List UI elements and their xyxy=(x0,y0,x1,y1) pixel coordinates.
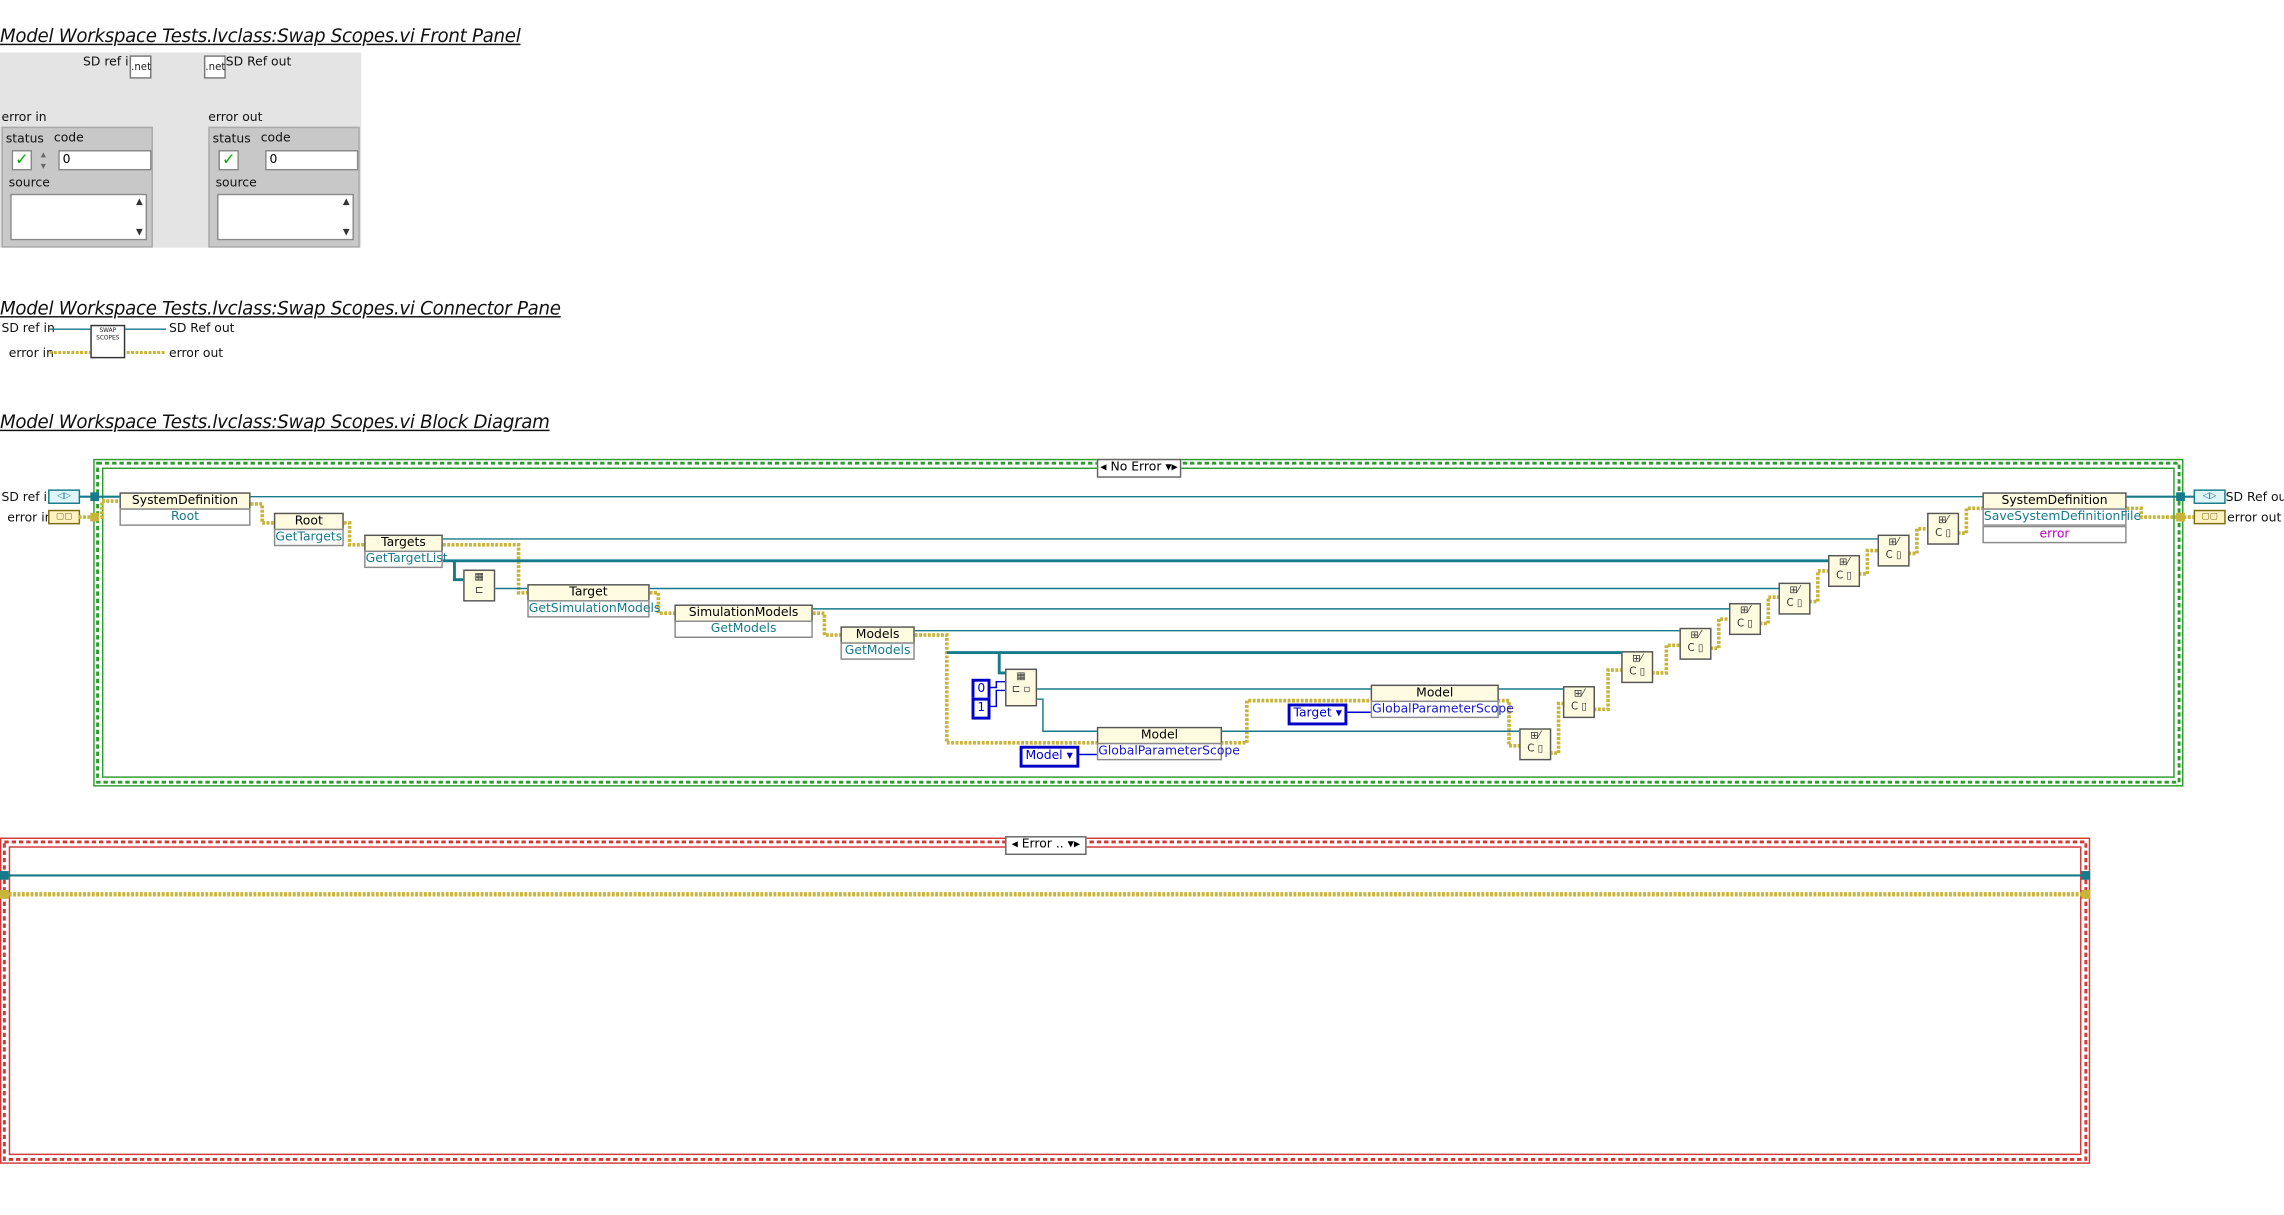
target-invoke-node[interactable]: Target GetSimulationModels xyxy=(527,584,661,619)
error-in-status-check[interactable]: ✓ xyxy=(11,150,33,171)
models-invoke-node[interactable]: Models GetModels xyxy=(840,626,915,661)
bd-error-out-label: error out xyxy=(2227,511,2282,526)
root-invoke-node[interactable]: Root GetTargets xyxy=(273,512,344,548)
node-method-label: SaveSystemDefinitionFile xyxy=(1982,508,2142,526)
scroll-up-icon[interactable]: ▲ xyxy=(342,196,350,207)
node-class-label: Target xyxy=(527,584,650,602)
node-method-label: GetTargets xyxy=(273,528,344,547)
bd-sd-ref-out-label: SD Ref out xyxy=(2225,490,2284,506)
close-reference-icon[interactable]: ⊞⁄ C ▯ xyxy=(1519,728,1552,761)
bd-sd-ref-in-label: SD ref in xyxy=(1,490,55,506)
cp-error-in: error in xyxy=(8,346,54,362)
cp-error-out: error out xyxy=(168,346,224,362)
error-case-selector[interactable]: ◂ Error .. ▾▸ xyxy=(1005,836,1087,856)
error-in-cluster[interactable]: status code ✓ ▴ ▾ 0 source ▲ ▼ xyxy=(1,126,153,248)
node-method-label: GetModels xyxy=(674,620,813,638)
model-property-node-2[interactable]: Model GlobalParameterScope xyxy=(1370,684,1514,720)
node-class-label: Root xyxy=(273,512,344,531)
no-error-case-selector[interactable]: ◂ No Error ▾▸ xyxy=(1096,458,1182,478)
error-out-source-field: ▲ ▼ xyxy=(217,193,354,241)
connector-pane-wires xyxy=(49,328,167,354)
error-out-label: error out xyxy=(208,110,263,126)
node-property-label: GlobalParameterScope xyxy=(1370,700,1514,719)
bd-sd-ref-out-terminal[interactable]: ◁▷ xyxy=(2193,489,2226,504)
node-class-label: SimulationModels xyxy=(674,604,813,622)
error-out-status-label: status xyxy=(212,132,251,148)
sd-ref-in-control[interactable]: .net xyxy=(129,55,152,79)
node-error-label: error xyxy=(1982,525,2127,544)
cp-sd-ref-out: SD Ref out xyxy=(168,321,235,337)
index-0-constant[interactable]: 0 xyxy=(971,678,992,701)
error-in-source-field[interactable]: ▲ ▼ xyxy=(10,193,148,241)
close-reference-icon[interactable]: ⊞⁄ C ▯ xyxy=(1679,627,1712,660)
node-method-label: GetTargetList xyxy=(364,550,448,569)
index-1-constant[interactable]: 1 xyxy=(971,697,992,720)
enum-model-constant[interactable]: Model ▾ xyxy=(1019,745,1079,768)
error-in-code-label: code xyxy=(53,131,84,146)
error-in-label: error in xyxy=(1,110,47,126)
error-case-label: Error .. xyxy=(1021,837,1064,853)
close-reference-icon[interactable]: ⊞⁄ C ▯ xyxy=(1927,512,1960,545)
block-diagram-title: Model Workspace Tests.lvclass:Swap Scope… xyxy=(0,410,550,433)
node-class-label: Models xyxy=(840,626,915,644)
error-out-code-field: 0 xyxy=(265,150,359,171)
close-reference-icon[interactable]: ⊞⁄ C ▯ xyxy=(1621,651,1654,684)
sd-ref-out-indicator: .net xyxy=(203,55,226,79)
index-array-icon[interactable]: ▦ ⊏ ▫ xyxy=(1005,668,1038,707)
bd-error-out-terminal[interactable]: ▢▢ xyxy=(2193,509,2226,525)
front-panel: SD ref in .net .net SD Ref out error in … xyxy=(0,52,362,248)
index-array-icon[interactable]: ▦ ⊏ xyxy=(463,569,496,602)
error-in-code-field[interactable]: 0 xyxy=(58,150,152,171)
enum-target-constant[interactable]: Target ▾ xyxy=(1287,703,1348,726)
scroll-down-icon[interactable]: ▼ xyxy=(136,227,143,238)
close-reference-icon[interactable]: ⊞⁄ C ▯ xyxy=(1562,686,1595,719)
close-reference-icon[interactable]: ⊞⁄ C ▯ xyxy=(1778,582,1811,615)
vi-icon: SWAP SCOPES xyxy=(90,324,126,359)
connector-pane-title: Model Workspace Tests.lvclass:Swap Scope… xyxy=(0,297,561,319)
no-error-case-label: No Error xyxy=(1110,460,1162,475)
node-method-label: GetSimulationModels xyxy=(527,600,661,618)
error-in-code-spinner[interactable]: ▴ ▾ xyxy=(40,148,46,172)
error-out-code-label: code xyxy=(260,131,291,146)
model-property-node-1[interactable]: Model GlobalParameterScope xyxy=(1096,726,1240,762)
close-reference-icon[interactable]: ⊞⁄ C ▯ xyxy=(1728,603,1762,636)
node-class-label: Model xyxy=(1370,684,1499,703)
node-property-label: GlobalParameterScope xyxy=(1096,742,1240,761)
node-method-label: GetModels xyxy=(840,642,915,660)
node-class-label: SystemDefinition xyxy=(1982,492,2127,510)
sd-ref-in-label: SD ref in xyxy=(83,55,137,70)
bd-error-in-label: error in xyxy=(7,511,53,526)
error-out-source-label: source xyxy=(215,176,257,191)
system-definition-property-node[interactable]: SystemDefinition Root xyxy=(119,492,251,527)
error-out-status-check: ✓ xyxy=(218,150,239,171)
error-in-source-label: source xyxy=(8,176,50,191)
system-definition-invoke-node[interactable]: SystemDefinition SaveSystemDefinitionFil… xyxy=(1982,492,2142,544)
sd-ref-out-label: SD Ref out xyxy=(225,55,292,70)
scroll-down-icon[interactable]: ▼ xyxy=(342,227,350,238)
cp-sd-ref-in: SD ref in xyxy=(1,321,55,337)
node-class-label: SystemDefinition xyxy=(119,492,251,510)
simulation-models-invoke-node[interactable]: SimulationModels GetModels xyxy=(674,604,813,639)
error-out-cluster: status code ✓ 0 source ▲ ▼ xyxy=(208,126,360,248)
node-class-label: Targets xyxy=(364,534,443,553)
close-reference-icon[interactable]: ⊞⁄ C ▯ xyxy=(1877,534,1910,567)
node-class-label: Model xyxy=(1096,726,1223,745)
front-panel-title: Model Workspace Tests.lvclass:Swap Scope… xyxy=(0,24,521,47)
node-property-label: Root xyxy=(119,508,251,526)
scroll-up-icon[interactable]: ▲ xyxy=(136,196,143,207)
error-in-status-label: status xyxy=(5,132,44,148)
close-reference-icon[interactable]: ⊞⁄ C ▯ xyxy=(1828,554,1861,588)
targets-invoke-node[interactable]: Targets GetTargetList xyxy=(364,534,448,570)
